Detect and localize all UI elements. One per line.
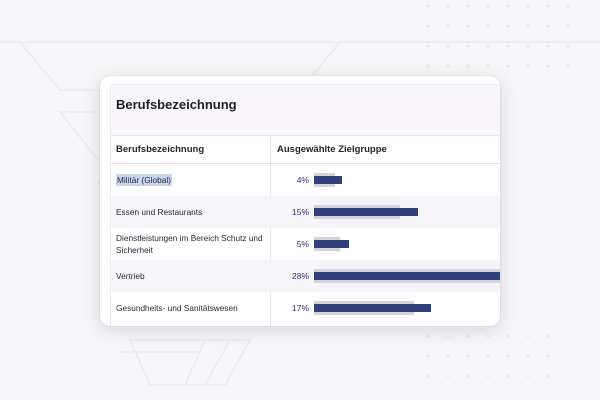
target-bar — [314, 240, 349, 248]
header-divider — [111, 163, 500, 164]
target-bar — [314, 304, 432, 312]
card-title: Berufsbezeichnung — [116, 97, 237, 112]
target-bar — [314, 272, 500, 280]
row-label: Dienstleistungen im Bereich Schutz und S… — [116, 233, 263, 255]
table-row[interactable]: Essen und Restaurants 15% — [111, 196, 500, 228]
job-title-card: Berufsbezeichnung Berufsbezeichnung Ausg… — [100, 76, 500, 326]
job-title-table: Berufsbezeichnung Ausgewählte Zielgruppe… — [110, 136, 500, 326]
row-percent: 28% — [291, 271, 309, 281]
column-divider — [270, 136, 271, 326]
table-row[interactable]: Militär (Global) 4% — [111, 164, 500, 196]
table-row[interactable]: Vertrieb 28% — [111, 260, 500, 292]
column-header-role[interactable]: Berufsbezeichnung — [116, 144, 205, 155]
row-percent: 15% — [291, 207, 309, 217]
target-bar — [314, 208, 418, 216]
row-percent: 17% — [291, 303, 309, 313]
row-label: Gesundheits- und Sanitätswesen — [116, 303, 238, 313]
row-label: Vertrieb — [116, 271, 145, 281]
column-header-target[interactable]: Ausgewählte Zielgruppe — [277, 144, 387, 155]
table-row[interactable]: Dienstleistungen im Bereich Schutz und S… — [111, 228, 500, 260]
row-label: Militär (Global) — [116, 174, 172, 186]
table-row[interactable]: Gesundheits- und Sanitätswesen 17% — [111, 292, 500, 324]
target-bar — [314, 176, 342, 184]
row-percent: 5% — [296, 239, 309, 249]
card-header-background — [110, 84, 500, 136]
row-percent: 4% — [296, 175, 309, 185]
card-header: Berufsbezeichnung — [110, 84, 500, 210]
row-label: Essen und Restaurants — [116, 207, 203, 217]
